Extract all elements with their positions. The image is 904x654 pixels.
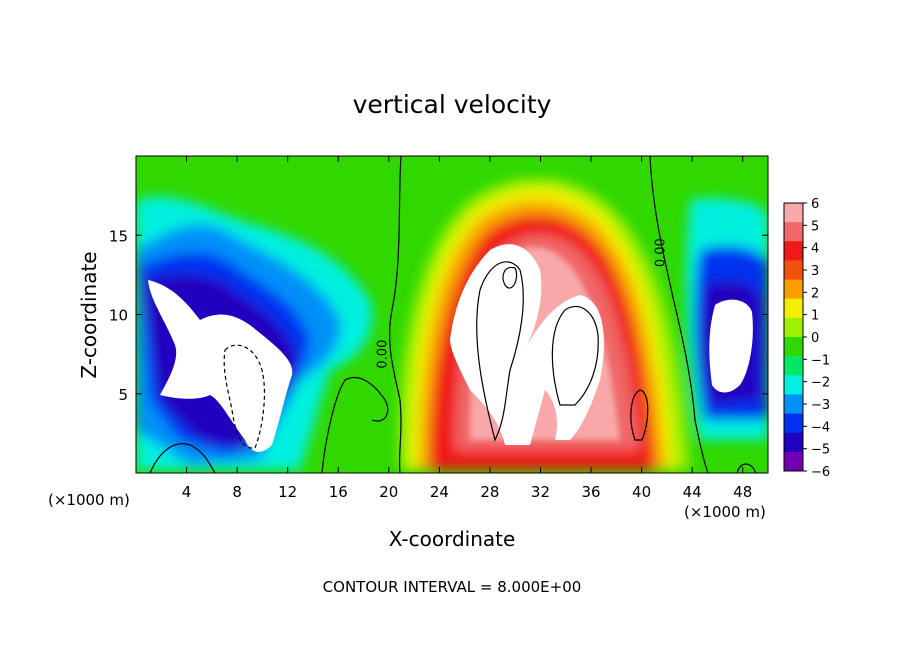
x-tick-label: 40: [632, 483, 651, 501]
y-axis-label: Z-coordinate: [77, 251, 101, 378]
colorbar-label: 4: [811, 242, 819, 257]
colorbar-label: 0: [811, 331, 819, 346]
colorbar-swatch: [784, 356, 803, 376]
saturated-core: [148, 280, 293, 452]
colorbar-swatch: [784, 298, 803, 319]
colorbar-label: −1: [811, 353, 830, 368]
x-tick-label: 20: [379, 483, 398, 501]
colorbar-swatch: [784, 279, 803, 300]
x-tick-label: 44: [683, 483, 702, 501]
x-axis: 4 8 12 16 20 24 28 32 36 40 44 48: [182, 156, 752, 501]
x-tick-label: 48: [733, 483, 752, 501]
positive-contour-line: [502, 266, 518, 289]
y-tick-label: 15: [109, 227, 128, 245]
zero-contour-line: [736, 463, 757, 473]
x-unit-right: (×1000 m): [684, 503, 766, 521]
y-tick-label: 10: [109, 307, 128, 325]
colorbar-label: −3: [811, 398, 830, 413]
colorbar-label: −2: [811, 376, 830, 391]
x-tick-label: 24: [430, 483, 449, 501]
colorbar-swatch: [784, 241, 803, 261]
x-tick-label: 16: [329, 483, 348, 501]
zero-contour-line: [149, 443, 216, 473]
colorbar-label: −5: [811, 443, 830, 458]
x-tick-label: 12: [278, 483, 297, 501]
contour-lines: [149, 156, 757, 473]
colorbar-swatch: [784, 222, 803, 242]
x-tick-label: 4: [182, 483, 192, 501]
x-axis-label: X-coordinate: [389, 527, 516, 551]
x-tick-label: 32: [531, 483, 550, 501]
colorbar-label: 6: [811, 197, 819, 212]
positive-contour-line: [630, 389, 649, 441]
colorbar-label: 3: [811, 264, 819, 279]
x-tick-label: 36: [581, 483, 600, 501]
colorbar-swatch: [784, 375, 803, 395]
y-tick-label: 5: [118, 386, 128, 404]
saturated-core: [709, 299, 753, 393]
x-tick-label: 28: [480, 483, 499, 501]
x-unit-left: (×1000 m): [48, 491, 130, 509]
colorbar-swatch: [784, 203, 803, 223]
colorbar-label: 1: [811, 309, 819, 324]
colorbar-swatch: [784, 337, 803, 357]
saturated-core: [450, 244, 604, 445]
zero-contour-line: [389, 156, 402, 473]
colorbar-swatch: [784, 394, 803, 415]
positive-contour-line: [551, 305, 599, 406]
zero-contour-line: [321, 377, 389, 473]
colorbar-label: 2: [811, 286, 819, 301]
contour-labels: 0.00 0.00: [375, 238, 668, 368]
contour-interval-note: CONTOUR INTERVAL = 8.000E+00: [323, 578, 582, 596]
contour-label: 0.00: [653, 238, 668, 267]
colorbar-swatch: [784, 260, 803, 281]
velocity-field: [136, 156, 768, 473]
colorbar-label: 5: [811, 219, 819, 234]
positive-contour-line: [476, 261, 524, 442]
y-axis: 5 10 15: [109, 227, 768, 404]
colorbar-label: −4: [811, 420, 830, 435]
contour-label: 0.00: [375, 340, 390, 369]
colorbar: 6 5 4 3 2 1 0 −1 −2 −3 −4 −5 −6: [783, 197, 830, 480]
x-tick-label: 8: [232, 483, 242, 501]
colorbar-swatch: [784, 451, 803, 472]
zero-contour-line: [649, 156, 709, 473]
colorbar-swatch: [784, 432, 803, 453]
colorbar-swatch: [784, 317, 803, 338]
chart-title: vertical velocity: [353, 90, 552, 119]
colorbar-label: −6: [811, 465, 830, 480]
colorbar-swatch: [784, 413, 803, 434]
